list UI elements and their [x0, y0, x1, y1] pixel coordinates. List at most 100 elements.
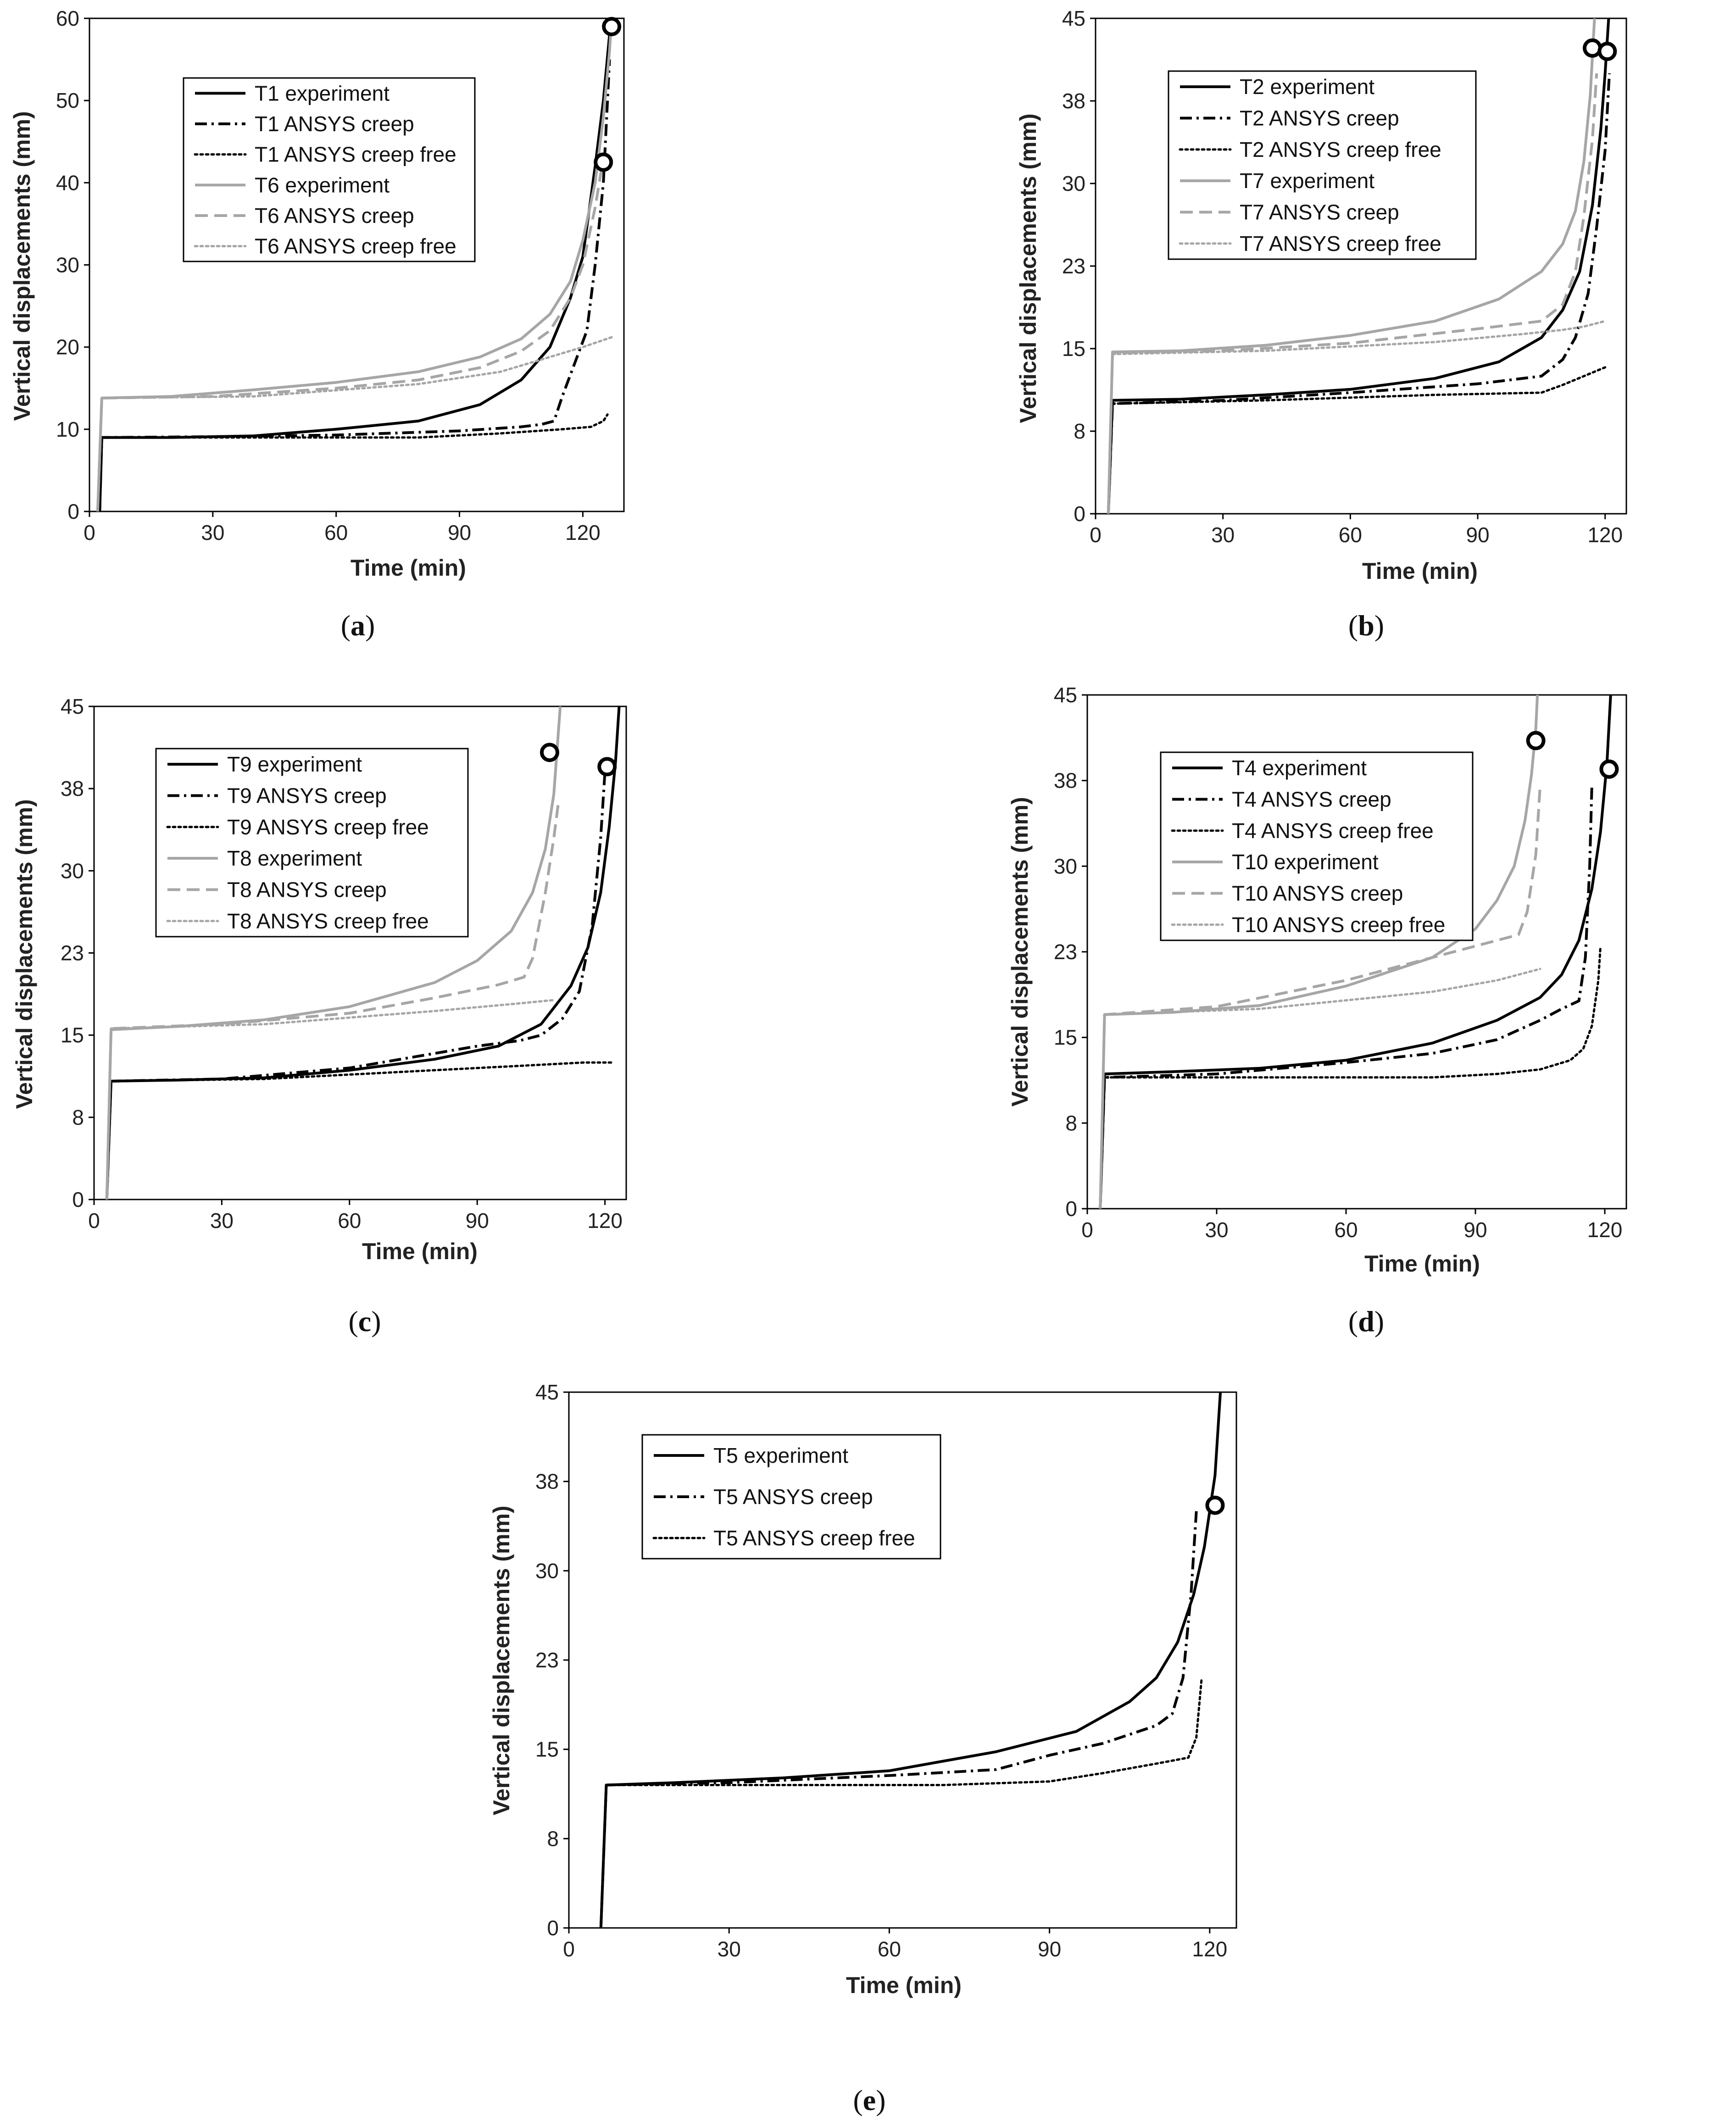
panel-label-letter: a — [351, 609, 365, 642]
legend-label-t10-ansys-creep: T10 ANSYS creep — [1232, 882, 1403, 905]
y-tick-label: 45 — [535, 1380, 559, 1404]
x-tick-label: 30 — [718, 1937, 741, 1961]
x-tick-label: 90 — [1038, 1937, 1061, 1961]
y-tick-label: 30 — [1062, 172, 1085, 195]
legend-label-t4-ansys-creep: T4 ANSYS creep — [1232, 788, 1391, 811]
series-line-t1-ansys-creep-free — [98, 413, 609, 511]
legend-label-t8-ansys-creep-free: T8 ANSYS creep free — [227, 909, 429, 933]
y-tick-label: 8 — [1074, 419, 1085, 443]
legend-box — [183, 77, 476, 262]
x-tick-label: 0 — [83, 521, 95, 544]
legend-label-t7-ansys-creep-free: T7 ANSYS creep free — [1240, 232, 1441, 255]
y-tick-label: 38 — [535, 1470, 559, 1494]
x-tick-label: 30 — [201, 521, 224, 544]
legend-label-t4-experiment: T4 experiment — [1232, 756, 1367, 780]
x-axis-title: Time (min) — [846, 1972, 962, 1998]
x-tick-label: 120 — [1587, 1218, 1623, 1242]
x-tick-label: 90 — [466, 1209, 489, 1233]
legend-label-t2-ansys-creep: T2 ANSYS creep — [1240, 106, 1399, 130]
failure-marker — [602, 17, 622, 36]
y-tick-label: 23 — [1062, 254, 1085, 278]
legend-label-t4-ansys-creep-free: T4 ANSYS creep free — [1232, 819, 1434, 843]
failure-marker — [540, 743, 559, 762]
y-tick-label: 15 — [535, 1738, 559, 1761]
legend-label-t7-experiment: T7 experiment — [1240, 169, 1374, 193]
legend-label-t9-experiment: T9 experiment — [227, 752, 362, 776]
y-tick-label: 23 — [535, 1648, 559, 1672]
legend-label-t2-experiment: T2 experiment — [1240, 75, 1374, 99]
y-tick-label: 45 — [1054, 683, 1077, 707]
panel-label-open-paren: ( — [341, 609, 351, 642]
panel-label: (b) — [1348, 609, 1384, 642]
x-tick-label: 0 — [88, 1209, 100, 1233]
series-line-t10-ansys-creep-free — [1099, 967, 1541, 1209]
y-axis-title: Vertical displacements (mm) — [1007, 797, 1033, 1106]
series-line-t5-experiment — [599, 1392, 1222, 1928]
failure-marker — [597, 757, 617, 777]
y-tick-label: 15 — [61, 1023, 84, 1047]
x-tick-label: 60 — [324, 521, 348, 544]
y-tick-label: 38 — [1054, 769, 1077, 793]
y-tick-label: 30 — [61, 859, 84, 883]
chart-panel-d: 0 30 60 90 120 0 8 15 23 30 38 45 Time (min) Vertical… — [1007, 683, 1627, 1338]
legend-label-t1-ansys-creep-free: T1 ANSYS creep free — [255, 143, 456, 167]
failure-marker — [1597, 42, 1617, 61]
legend-label-t10-experiment: T10 experiment — [1232, 850, 1379, 874]
x-tick-label: 60 — [1334, 1218, 1358, 1242]
y-tick-label: 0 — [72, 1188, 84, 1211]
legend-label-t9-ansys-creep-free: T9 ANSYS creep free — [227, 815, 429, 839]
x-tick-label: 60 — [338, 1209, 361, 1233]
legend: T5 experiment T5 ANSYS creep T5 ANSYS cree… — [641, 1434, 941, 1560]
y-axis-title: Vertical displacements (mm) — [9, 111, 35, 421]
y-tick-label: 20 — [56, 335, 79, 359]
y-tick-label: 30 — [56, 253, 79, 277]
y-tick-label: 60 — [56, 6, 79, 30]
x-tick-label: 90 — [1466, 523, 1489, 547]
legend-label-t5-ansys-creep-free: T5 ANSYS creep free — [713, 1526, 915, 1550]
y-tick-label: 0 — [1065, 1197, 1077, 1221]
legend-label-t5-ansys-creep: T5 ANSYS creep — [713, 1485, 873, 1509]
panel-label-open-paren: ( — [853, 2084, 862, 2116]
y-tick-label: 30 — [535, 1559, 559, 1583]
y-tick-label: 8 — [1065, 1111, 1077, 1135]
panel-label-close-paren: ) — [1374, 609, 1384, 642]
panel-label-close-paren: ) — [876, 2084, 885, 2116]
failure-marker — [1526, 731, 1546, 750]
x-axis-title: Time (min) — [1364, 1251, 1480, 1277]
series-line-t9-ansys-creep-free — [106, 1061, 615, 1200]
y-tick-label: 0 — [547, 1916, 559, 1940]
x-tick-label: 30 — [1205, 1218, 1228, 1242]
legend: T1 experiment T1 ANSYS creep T1 ANSYS cree… — [183, 77, 476, 262]
failure-marker — [1582, 38, 1602, 58]
x-tick-label: 0 — [1081, 1218, 1093, 1242]
legend-label-t6-experiment: T6 experiment — [255, 173, 389, 197]
legend-label-t1-ansys-creep: T1 ANSYS creep — [255, 112, 414, 136]
legend-label-t2-ansys-creep-free: T2 ANSYS creep free — [1240, 138, 1441, 161]
series-lines — [1107, 18, 1611, 514]
series-lines — [599, 1392, 1222, 1928]
legend-label-t7-ansys-creep: T7 ANSYS creep — [1240, 200, 1399, 224]
x-tick-label: 30 — [1211, 523, 1235, 547]
legend-box — [1160, 751, 1474, 941]
series-line-t4-experiment — [1099, 695, 1612, 1209]
y-tick-label: 15 — [1054, 1026, 1077, 1050]
series-line-t6-ansys-creep-free — [96, 336, 613, 511]
y-tick-label: 38 — [61, 777, 84, 800]
x-tick-label: 120 — [1192, 1937, 1227, 1961]
y-tick-label: 30 — [1054, 854, 1077, 878]
x-tick-label: 90 — [448, 521, 471, 544]
panel-label-letter: b — [1358, 609, 1374, 642]
series-line-t2-experiment — [1107, 18, 1610, 514]
series-line-t2-ansys-creep-free — [1107, 366, 1607, 514]
legend-label-t6-ansys-creep: T6 ANSYS creep — [255, 204, 414, 228]
y-axis-title: Vertical displacements (mm) — [1015, 113, 1041, 423]
series-line-t4-ansys-creep — [1099, 786, 1593, 1209]
legend-label-t5-experiment: T5 experiment — [713, 1444, 848, 1467]
panel-label-letter: d — [1358, 1305, 1374, 1338]
legend-label-t8-experiment: T8 experiment — [227, 846, 362, 870]
legend: T4 experiment T4 ANSYS creep T4 ANSYS cree… — [1160, 751, 1474, 941]
chart-panel-e: 0 30 60 90 120 0 8 15 23 30 38 45 Time (min) Vertical… — [489, 1380, 1237, 2116]
series-line-t8-ansys-creep-free — [106, 999, 555, 1200]
failure-marker — [1205, 1495, 1225, 1515]
